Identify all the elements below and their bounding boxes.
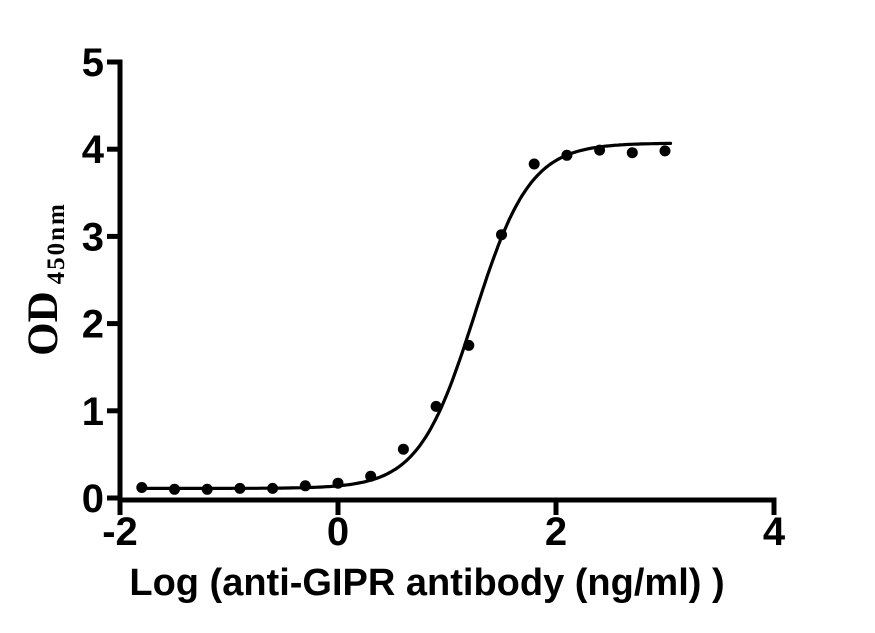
fit-curve-layer — [139, 141, 673, 490]
x-tick-label: -2 — [102, 510, 138, 554]
x-axis-title: Log (anti-GIPR antibody (ng/ml) ) — [129, 562, 724, 604]
data-point — [626, 147, 638, 159]
data-point — [561, 149, 573, 161]
y-axis-title: OD 450nm — [20, 202, 70, 356]
data-point — [528, 158, 540, 170]
data-point — [463, 339, 475, 351]
y-tick-label: 0 — [82, 477, 104, 521]
data-point — [299, 480, 311, 492]
y-axis-title-main: OD — [20, 291, 67, 356]
data-point — [397, 443, 409, 455]
data-point — [594, 144, 606, 156]
x-tick-label: 0 — [327, 510, 349, 554]
data-points-layer — [136, 144, 671, 495]
y-tick-label: 2 — [82, 303, 104, 347]
y-tick-label: 1 — [82, 390, 104, 434]
data-point — [136, 482, 148, 493]
data-point — [201, 483, 213, 495]
y-axis-title-subscript: 450nm — [43, 202, 70, 284]
data-point — [267, 482, 279, 494]
x-tick-label: 4 — [763, 510, 786, 554]
axes-layer — [107, 59, 777, 515]
data-point — [496, 229, 507, 241]
x-tick-label: 2 — [545, 510, 567, 554]
data-point — [234, 482, 246, 494]
fit-curve — [139, 141, 673, 490]
y-tick-label: 5 — [82, 41, 104, 85]
data-point — [365, 470, 377, 482]
data-point — [430, 400, 442, 412]
data-point — [659, 145, 671, 157]
y-tick-label: 3 — [82, 215, 104, 259]
y-tick-label: 4 — [82, 128, 105, 172]
data-point — [169, 483, 180, 495]
data-point — [332, 477, 344, 489]
